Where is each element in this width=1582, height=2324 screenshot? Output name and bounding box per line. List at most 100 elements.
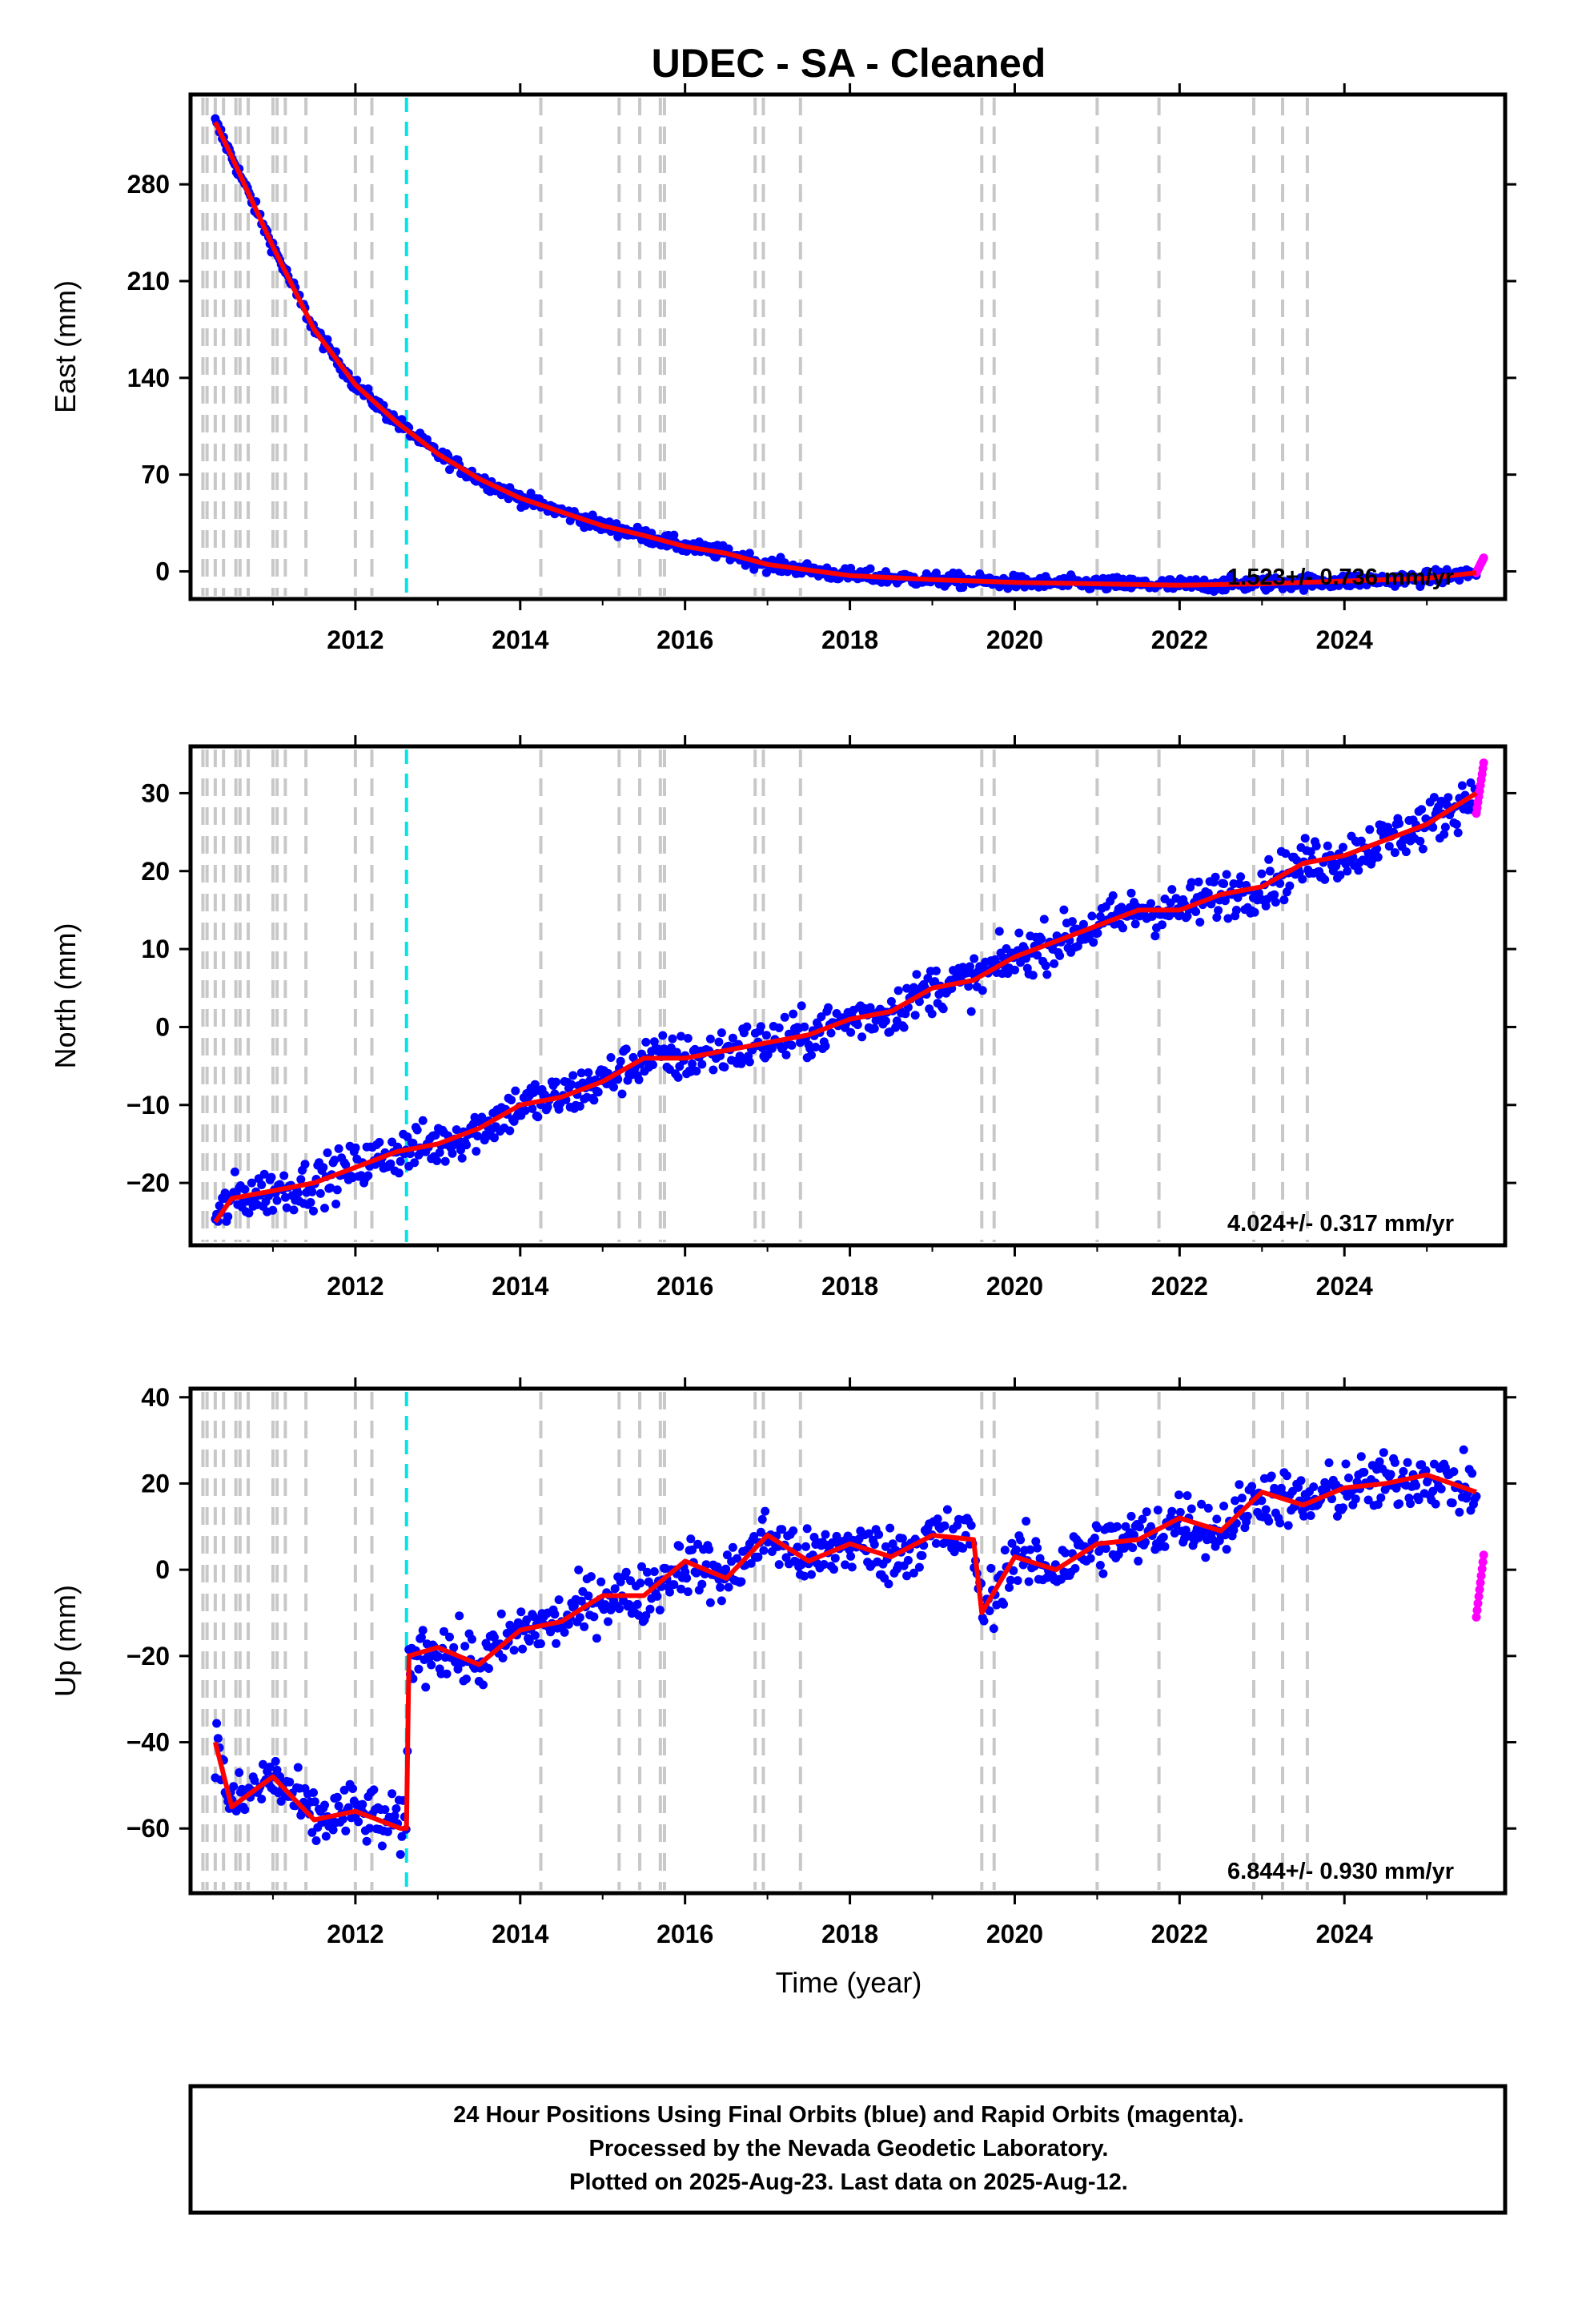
data-point [1383,822,1393,832]
data-point [334,1801,343,1811]
data-point [637,1562,646,1571]
x-tick-label: 2012 [327,1920,383,1948]
data-point [910,1011,920,1020]
data-point [1089,938,1098,947]
data-point [1128,1543,1138,1553]
data-point [593,1088,603,1097]
data-point [655,1606,665,1614]
data-point [672,1047,681,1057]
data-point [507,1096,516,1105]
y-tick-label: 0 [155,1012,170,1041]
data-point [665,1587,674,1597]
data-point [753,1552,763,1562]
data-point [580,1622,589,1631]
data-point [1226,571,1235,581]
data-point [311,1836,321,1845]
data-point [1022,954,1031,963]
north-panel: 2012 2014 2016 2018 2020 2022 2024 −20 −10 0 10 20… [49,735,1516,1301]
y-tick-label: 20 [141,857,170,886]
data-point [912,970,921,979]
data-point [271,1756,280,1766]
data-point [777,1525,787,1534]
data-point [970,954,979,963]
data-point [1333,1511,1342,1521]
data-point [761,568,771,577]
data-point [321,1831,331,1841]
data-point [1453,828,1463,838]
data-point [341,1160,351,1170]
data-point [857,1032,867,1042]
data-point [811,1043,821,1051]
data-point [259,1169,269,1179]
data-point [682,1574,692,1583]
data-point [1167,1506,1177,1516]
x-tick-label: 2018 [821,625,878,654]
data-point [1219,879,1229,888]
y-tick-label: 0 [155,557,170,585]
data-point [683,1587,693,1597]
data-point [1000,1546,1010,1555]
data-point [1247,1482,1257,1491]
data-point [717,1596,726,1606]
data-point [1386,1470,1395,1479]
data-point [821,1041,830,1051]
data-point [802,1524,812,1534]
data-point [1174,1490,1183,1500]
data-point [717,1028,726,1038]
data-point [903,1555,913,1565]
data-point [1298,875,1307,884]
x-tick-label: 2024 [1316,1920,1373,1948]
north-event-lines [201,750,1309,1242]
data-point [1112,1522,1122,1531]
data-point [891,1023,901,1032]
x-tick-label: 2014 [492,1272,548,1301]
data-point [1362,581,1371,589]
data-point [369,1785,379,1795]
data-point [1211,872,1220,882]
data-point [1142,1507,1151,1517]
data-point [272,1196,282,1205]
data-point [942,1505,952,1514]
data-point [632,1599,642,1609]
data-point [1208,1534,1218,1544]
x-tick-label: 2020 [986,1272,1043,1301]
data-point [268,1205,278,1215]
data-point [688,1545,697,1554]
y-tick-label: −20 [126,1642,170,1671]
data-point [1041,961,1050,971]
data-point [554,1595,564,1605]
data-point [841,1560,850,1570]
footer-line-1: 24 Hour Positions Using Final Orbits (bl… [453,2102,1244,2128]
east-panel: 2012 2014 2016 2018 2020 2022 2024 0 70 140 210 28… [49,83,1516,654]
data-point [387,1789,397,1799]
data-point [617,1089,627,1099]
data-point [473,1132,482,1141]
data-point [421,1683,431,1692]
data-point [683,1034,693,1043]
data-point [334,1144,343,1153]
data-point [902,1571,912,1581]
data-point [442,1669,452,1679]
rapid-point [1476,1578,1485,1587]
data-point [1270,890,1279,899]
data-point [267,1172,276,1182]
east-rate-label: 1.523+/- 0.736 mm/yr [1227,565,1454,590]
data-point [293,1188,303,1198]
footer-line-3: Plotted on 2025-Aug-23. Last data on 202… [569,2169,1128,2195]
data-point [824,1003,833,1012]
data-point [490,1633,499,1642]
data-point [742,1022,752,1031]
data-point [1472,1492,1481,1501]
data-point [449,1642,459,1652]
data-point [1295,868,1304,878]
data-point [435,1148,444,1157]
data-point [950,1547,959,1557]
data-point [309,1206,318,1216]
data-point [931,966,941,975]
data-point [709,1065,718,1075]
data-point [220,1188,230,1198]
data-point [673,1072,683,1082]
data-point [1235,879,1244,889]
rapid-point [1474,1592,1484,1601]
data-point [1449,1467,1459,1477]
